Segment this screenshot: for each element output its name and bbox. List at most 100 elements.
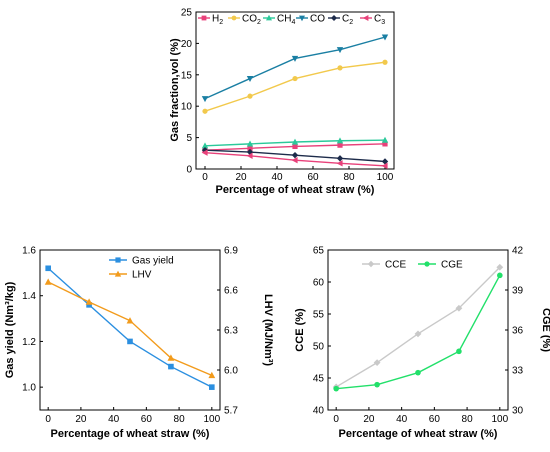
- y-tick-label: 0: [186, 165, 192, 176]
- y-tick-label-left: 60: [313, 278, 325, 289]
- data-point-c2: [291, 151, 299, 159]
- x-tick-label: 100: [203, 414, 220, 425]
- data-point-lhv: [167, 354, 175, 361]
- y-axis-title: Gas fraction,vol (%): [169, 38, 181, 142]
- data-point-ch4: [291, 138, 299, 145]
- x-tick-label: 20: [235, 172, 247, 183]
- y-axis-title-right: LHV (MJ/Nm³): [262, 294, 274, 366]
- x-tick-label: 0: [333, 414, 339, 425]
- data-point-ch4: [246, 140, 254, 147]
- x-tick-label: 60: [307, 172, 319, 183]
- data-point-h2: [292, 143, 298, 149]
- data-point-ch4: [201, 142, 209, 149]
- data-point-c2: [336, 155, 344, 162]
- plot-frame: [195, 11, 395, 170]
- x-tick-label: 60: [141, 414, 153, 425]
- x-axis-title: Percentage of wheat straw (%): [216, 184, 375, 196]
- y-tick-label-right: 6.3: [224, 326, 238, 337]
- data-point-c3: [246, 152, 253, 160]
- y-tick-label-right: 33: [512, 366, 524, 377]
- data-point-cce: [496, 263, 504, 271]
- series-line-lhv: [47, 281, 213, 376]
- legend-marker: [362, 15, 369, 21]
- legend: CCE CGE: [362, 260, 463, 271]
- data-point-cce: [455, 304, 463, 312]
- data-point-gas-yield: [86, 302, 92, 308]
- y-axis-title-right: CGE (%): [540, 308, 550, 352]
- y-tick-label-right: 5.7: [224, 406, 238, 417]
- data-point-cce: [373, 359, 381, 367]
- series-line-co: [204, 36, 386, 100]
- data-point-lhv: [126, 317, 134, 324]
- legend-marker: [367, 260, 375, 268]
- data-point-gas-yield: [168, 363, 174, 370]
- y-tick-label-right: 6.9: [224, 246, 238, 257]
- x-tick-label: 40: [108, 414, 120, 425]
- y-axis-title-left: CCE (%): [294, 308, 306, 352]
- data-point-c3: [381, 162, 388, 170]
- x-tick-label: 40: [396, 414, 408, 425]
- legend-label: CH4: [277, 14, 295, 27]
- legend-marker: [266, 14, 272, 21]
- legend: H2 CO2 CH4 CO C2 C3: [198, 14, 385, 27]
- y-tick-label-left: 65: [313, 246, 325, 257]
- data-point-h2: [247, 145, 253, 151]
- legend-marker: [231, 15, 237, 21]
- y-tick-label-right: 6.6: [224, 286, 238, 297]
- data-point-cce: [414, 330, 422, 338]
- legend-label: C3: [374, 14, 385, 27]
- data-point-c3: [336, 160, 343, 167]
- x-tick-label: 20: [363, 414, 375, 425]
- x-tick-label: 100: [377, 172, 394, 183]
- y-tick-label: 20: [181, 39, 193, 50]
- legend-label: CO2: [242, 14, 261, 27]
- y-tick-label-right: 39: [512, 286, 524, 297]
- data-point-cge: [374, 381, 380, 388]
- gas-yield-lhv-chart: 0 20 40 60 80 1001.01.21.41.65.76.06.36.66.9 …: [4, 246, 274, 441]
- legend-label: C2: [342, 14, 353, 27]
- y-tick-label-right: 30: [512, 406, 524, 417]
- data-point-ch4: [336, 137, 344, 144]
- x-tick-label: 80: [174, 414, 186, 425]
- x-axis-title: Percentage of wheat straw (%): [339, 428, 498, 440]
- data-point-co2: [202, 108, 208, 114]
- legend: Gas yield LHV: [109, 256, 174, 281]
- x-tick-label: 20: [75, 414, 87, 425]
- x-tick-label: 100: [491, 414, 508, 425]
- series-line-cce: [335, 266, 501, 388]
- legend-label: H2: [212, 14, 223, 27]
- data-point-co2: [247, 93, 253, 99]
- x-tick-label: 40: [271, 172, 283, 183]
- data-point-ch4: [381, 136, 389, 143]
- x-tick-label: 60: [429, 414, 441, 425]
- y-tick-label: 5: [186, 133, 192, 144]
- plot-frame: [39, 249, 221, 411]
- y-tick-label-left: 50: [313, 342, 325, 353]
- legend-marker: [424, 261, 430, 267]
- legend-marker: [299, 15, 305, 22]
- y-tick-label: 10: [181, 102, 193, 113]
- data-point-c2: [381, 158, 389, 165]
- y-tick-label-right: 6.0: [224, 366, 238, 377]
- legend-label: CGE: [441, 260, 463, 271]
- y-tick-label: 25: [181, 8, 193, 19]
- data-point-co: [336, 47, 344, 54]
- data-point-co: [291, 55, 299, 62]
- data-point-co: [381, 34, 389, 41]
- legend-marker: [114, 270, 122, 277]
- y-tick-label-right: 42: [512, 246, 524, 257]
- y-tick-label-left: 1.4: [22, 291, 36, 302]
- y-axis-title-left: Gas yield (Nm³/kg): [4, 281, 16, 378]
- legend-label: CCE: [385, 260, 406, 271]
- y-tick-label-left: 1.0: [22, 383, 36, 394]
- data-point-c3: [201, 149, 208, 156]
- legend-marker: [201, 15, 207, 21]
- y-tick-label-left: 55: [313, 310, 325, 321]
- data-point-gas-yield: [209, 384, 215, 390]
- legend-marker: [331, 15, 337, 21]
- y-tick-label-left: 45: [313, 374, 325, 385]
- y-tick-label-right: 36: [512, 326, 524, 337]
- data-point-gas-yield: [127, 338, 133, 345]
- gas-fraction-chart: 0 20 40 60 80 100 0 5 10 15 20 25 H2 CO2 CH4 CO C2 C3 Pe…: [169, 8, 395, 196]
- data-point-gas-yield: [45, 265, 51, 272]
